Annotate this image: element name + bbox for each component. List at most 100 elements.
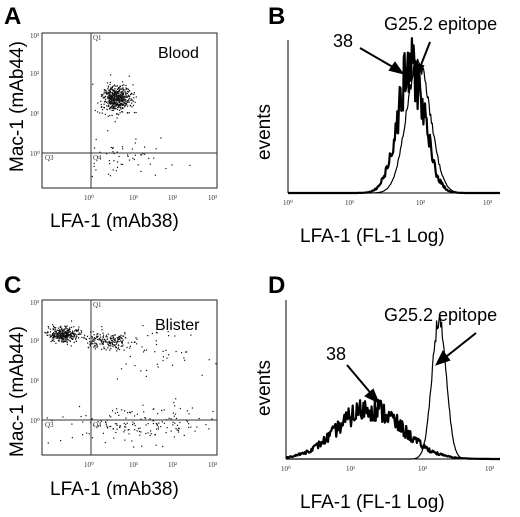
scatter-point [102, 432, 104, 434]
scatter-point [115, 96, 117, 98]
scatter-point [118, 337, 120, 339]
scatter-point [60, 330, 62, 332]
histogram-series-38 [287, 37, 501, 195]
scatter-point [56, 337, 58, 339]
scatter-point [112, 341, 114, 343]
scatter-point [117, 94, 119, 96]
scatter-point [112, 85, 114, 87]
scatter-point [109, 95, 111, 97]
scatter-point [112, 97, 114, 100]
scatter-point [106, 427, 109, 429]
scatter-point [117, 91, 119, 93]
scatter-point [118, 109, 121, 111]
scatter-point [118, 338, 120, 340]
scatter-point [71, 338, 73, 340]
scatter-point [107, 85, 109, 87]
scatter-point [51, 340, 54, 342]
scatter-point [119, 337, 121, 339]
scatter-point [93, 337, 96, 339]
scatter-point [208, 359, 210, 361]
scatter-point [101, 329, 103, 331]
scatter-point [114, 99, 116, 101]
scatter-point [111, 102, 114, 104]
scatter-point [75, 329, 77, 331]
scatter-point [128, 101, 130, 103]
scatter-point [112, 100, 114, 102]
scatter-point [105, 341, 107, 343]
scatter-point [57, 327, 60, 329]
scatter-point [105, 101, 107, 103]
scatter-point [100, 106, 102, 108]
scatter-point [155, 422, 157, 425]
scatter-point [103, 103, 105, 105]
scatter-point [114, 99, 116, 101]
scatter-point [118, 345, 120, 347]
scatter-point [116, 341, 118, 344]
scatter-point [118, 90, 121, 92]
scatter-point [113, 153, 115, 155]
y-tick-a-1: 10⁰ [30, 150, 40, 158]
scatter-point [99, 343, 101, 345]
scatter-point [167, 331, 169, 333]
scatter-point [53, 325, 55, 327]
scatter-point [101, 348, 103, 350]
scatter-point [112, 93, 114, 95]
scatter-point [161, 409, 163, 412]
scatter-point [62, 333, 65, 335]
scatter-point [156, 424, 159, 426]
scatter-point [127, 101, 129, 103]
scatter-point [92, 83, 94, 85]
scatter-point [109, 91, 111, 93]
scatter-point [145, 375, 147, 377]
scatter-point [174, 405, 176, 407]
scatter-point [120, 105, 122, 107]
scatter-point [114, 338, 116, 340]
scatter-point [61, 329, 63, 331]
scatter-point [152, 420, 155, 422]
scatter-point [143, 411, 145, 413]
scatter-point [106, 338, 109, 340]
scatter-point [128, 159, 131, 161]
scatter-point [88, 433, 90, 435]
scatter-point [112, 103, 114, 105]
scatter-point [109, 349, 111, 351]
scatter-point [71, 335, 73, 337]
scatter-point [109, 102, 111, 104]
scatter-point [70, 345, 72, 347]
scatter-point [54, 335, 56, 337]
scatter-point [85, 338, 87, 340]
scatter-point [77, 329, 79, 331]
scatter-point [112, 428, 114, 430]
scatter-point [145, 349, 148, 351]
scatter-point [105, 89, 107, 91]
scatter-point [129, 90, 131, 92]
scatter-point [117, 105, 120, 107]
scatter-point [68, 335, 70, 337]
scatter-point [71, 333, 73, 335]
scatter-point [63, 329, 65, 331]
scatter-point [122, 344, 124, 346]
scatter-point [114, 96, 116, 98]
plot-frame-c [41, 299, 218, 456]
scatter-point [121, 94, 123, 96]
scatter-point [106, 93, 108, 95]
scatter-point [118, 104, 120, 106]
scatter-point [135, 138, 137, 140]
scatter-point [114, 108, 116, 110]
scatter-point [116, 94, 118, 96]
scatter-point [109, 101, 111, 103]
scatter-point [140, 431, 142, 433]
scatter-point [54, 328, 56, 330]
scatter-point [110, 99, 113, 101]
scatter-point [72, 336, 74, 338]
scatter-point [112, 334, 114, 337]
scatter-point [77, 330, 79, 332]
scatter-point [116, 424, 118, 426]
scatter-point [131, 341, 133, 343]
scatter-point [106, 153, 108, 155]
scatter-point [184, 359, 186, 361]
scatter-point [85, 338, 88, 341]
scatter-point [101, 326, 103, 328]
plot-frame-a [41, 32, 218, 189]
